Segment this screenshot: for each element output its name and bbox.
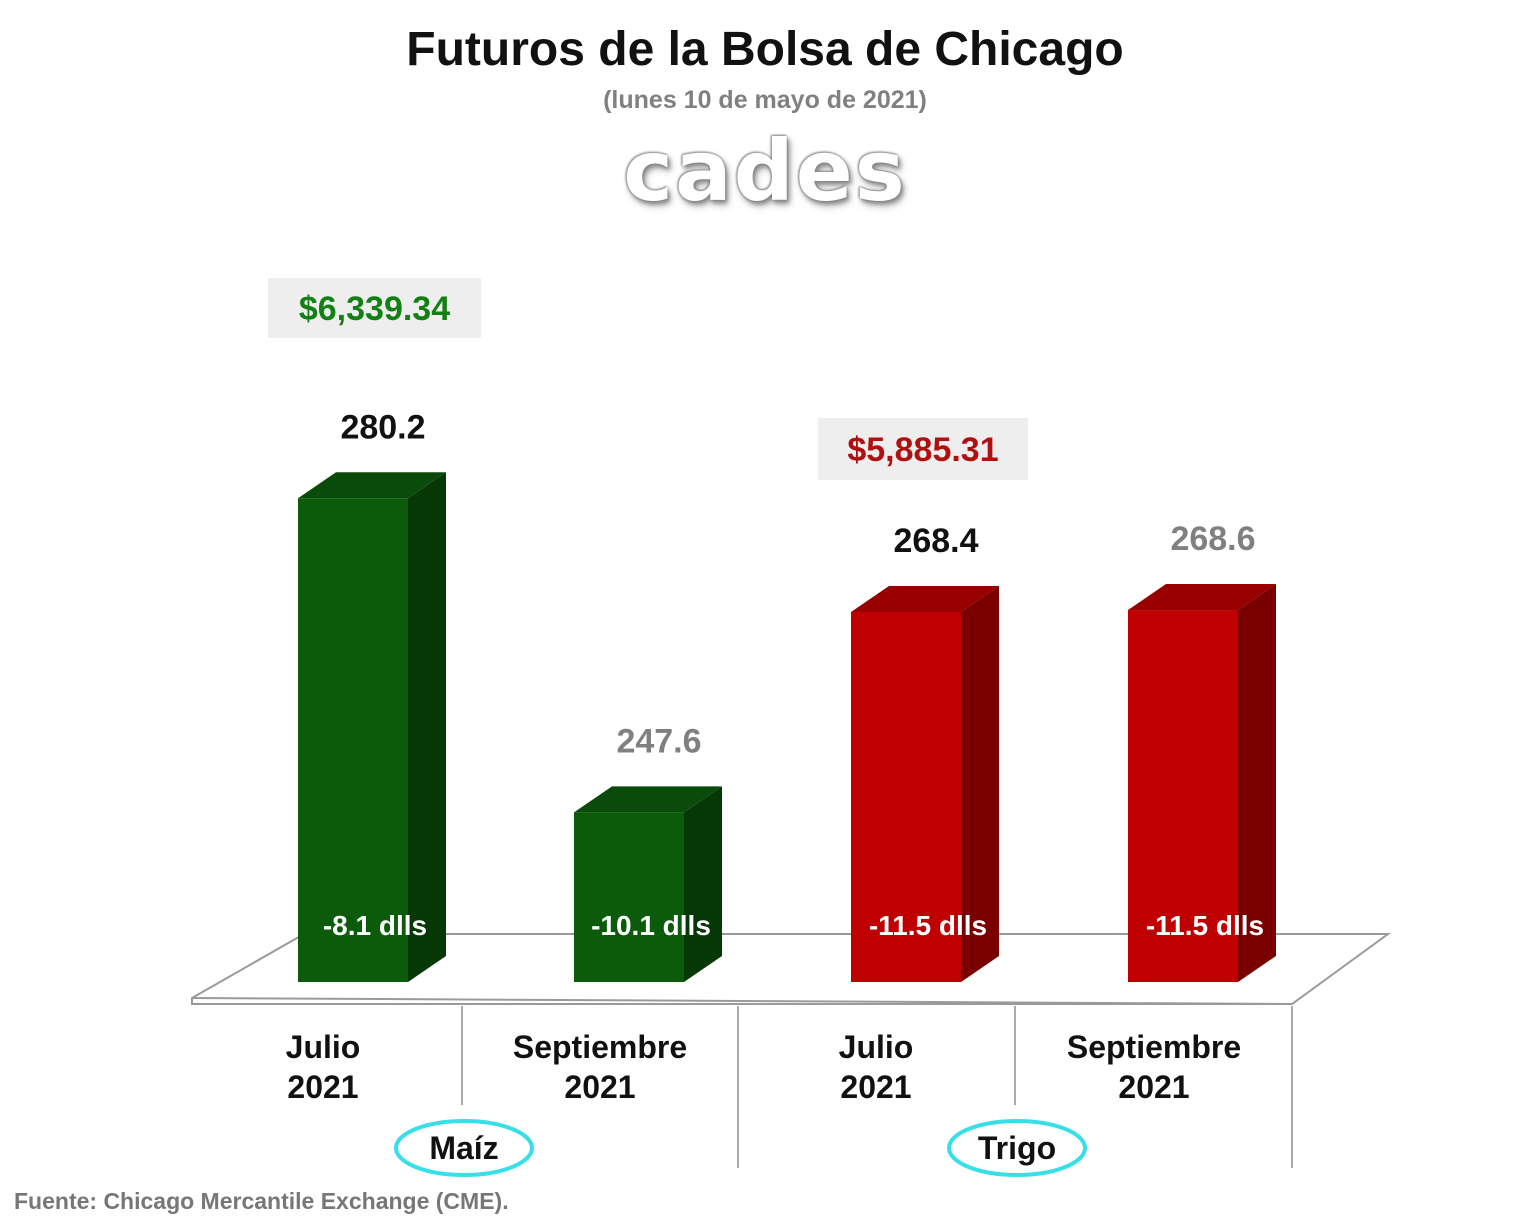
bar [298, 498, 408, 982]
bar-side [684, 786, 722, 982]
source-note: Fuente: Chicago Mercantile Exchange (CME… [14, 1188, 509, 1214]
category-label-line2: 2021 [840, 1069, 911, 1105]
floor-plane [191, 933, 1392, 1005]
bar-top [574, 786, 722, 813]
group-total-value: $6,339.34 [299, 290, 450, 328]
bar [1128, 610, 1238, 982]
category-label-line1: Julio [839, 1029, 914, 1065]
bar-value-label: 247.6 [616, 722, 701, 760]
category-label-line2: 2021 [564, 1069, 635, 1105]
bar-side [408, 472, 446, 982]
floor-front-edge [191, 997, 1293, 1005]
group-name-label: Maíz [429, 1130, 498, 1166]
bar-top [298, 472, 446, 499]
bar-side [961, 585, 999, 982]
bar-top [851, 585, 999, 612]
category-label-line1: Septiembre [1067, 1029, 1241, 1065]
group-name-ellipse [947, 1119, 1087, 1177]
group-name-ellipse [394, 1119, 534, 1177]
group-total-box [818, 418, 1028, 480]
bar-side [1238, 584, 1276, 982]
bar-change-label: -11.5 dlls [1146, 910, 1264, 941]
chart-title: Futuros de la Bolsa de Chicago [406, 23, 1124, 76]
group-name-label: Trigo [978, 1130, 1056, 1166]
chart-subtitle: (lunes 10 de mayo de 2021) [603, 86, 927, 114]
bar-top [1128, 584, 1276, 611]
bar-change-label: -11.5 dlls [869, 910, 987, 941]
category-label-line1: Septiembre [513, 1029, 687, 1065]
cades-logo: cades [623, 122, 907, 220]
category-label-line2: 2021 [287, 1069, 358, 1105]
group-total-box [268, 278, 481, 338]
group-total-value: $5,885.31 [847, 431, 998, 469]
bar-change-label: -8.1 dlls [323, 910, 427, 941]
bar-value-label: 268.6 [1170, 520, 1255, 558]
bar [851, 611, 961, 982]
category-label-line1: Julio [286, 1029, 361, 1065]
bar-value-label: 280.2 [340, 408, 425, 446]
bar-change-label: -10.1 dlls [591, 910, 711, 941]
category-label-line2: 2021 [1118, 1069, 1189, 1105]
bar [574, 812, 684, 982]
bar-value-label: 268.4 [893, 522, 978, 560]
